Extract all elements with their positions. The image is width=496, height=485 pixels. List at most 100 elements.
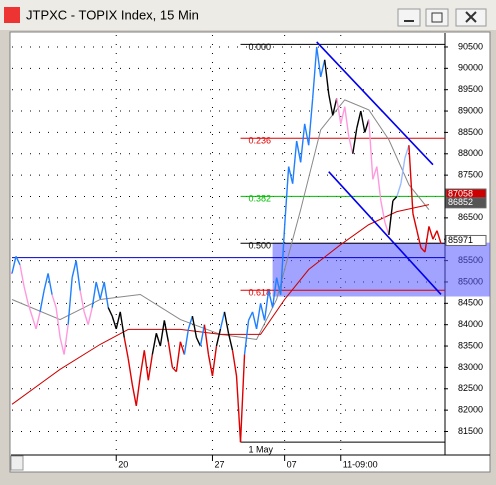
price-segment xyxy=(19,264,25,287)
price-segment xyxy=(91,281,97,308)
price-segment xyxy=(396,183,402,197)
price-segment xyxy=(79,290,85,312)
y-tick-label: 83000 xyxy=(458,362,483,372)
price-segment xyxy=(255,303,262,330)
price-segment xyxy=(303,123,310,146)
y-tick-label: 88000 xyxy=(458,148,483,158)
price-segment xyxy=(291,140,298,184)
price-segment xyxy=(171,366,177,373)
price-segment xyxy=(47,273,53,295)
price-segment xyxy=(143,350,150,381)
price-segment xyxy=(103,281,109,308)
minimize-button[interactable] xyxy=(397,8,421,27)
price-segment xyxy=(376,166,382,201)
price-segment xyxy=(404,145,410,159)
price-segment xyxy=(59,337,65,355)
price-segment xyxy=(31,315,37,330)
price-segment xyxy=(195,337,202,347)
price-segment xyxy=(348,136,354,154)
price-segment xyxy=(412,213,418,231)
plot: 8150082000825008300083500840008450085000… xyxy=(10,35,490,469)
price-segment xyxy=(39,290,45,312)
y-tick-label: 89500 xyxy=(458,84,483,94)
y-tick-label: 88500 xyxy=(458,127,483,137)
price-label: 85971 xyxy=(448,235,473,245)
scroll-handle[interactable] xyxy=(10,455,24,471)
price-segment xyxy=(324,59,330,95)
price-segment xyxy=(159,320,166,347)
price-segment xyxy=(279,226,286,295)
price-segment xyxy=(364,119,370,133)
price-segment xyxy=(191,316,198,338)
price-segment xyxy=(328,93,334,116)
price-segment xyxy=(424,226,430,253)
price-segment xyxy=(51,294,57,308)
price-segment xyxy=(35,311,41,330)
price-segment xyxy=(271,277,278,308)
y-tick-label: 82000 xyxy=(458,405,483,415)
x-tick-label: 07 xyxy=(287,459,297,469)
fib-label: 0.618 xyxy=(249,288,272,298)
price-segment xyxy=(400,157,406,184)
price-segment xyxy=(231,350,238,377)
price-segment xyxy=(71,260,77,278)
moving-average xyxy=(11,99,430,340)
price-segment xyxy=(283,166,290,227)
price-segment xyxy=(219,311,226,330)
price-segment xyxy=(311,46,318,99)
price-segment xyxy=(227,333,234,351)
x-tick-label: 20 xyxy=(118,459,128,469)
price-segment xyxy=(107,307,113,317)
price-segment xyxy=(135,375,141,406)
price-segment xyxy=(151,333,158,355)
price-segment xyxy=(432,230,438,240)
price-segment xyxy=(352,128,358,154)
price-segment xyxy=(420,247,426,253)
price-segment xyxy=(83,311,89,325)
price-label-box xyxy=(445,234,487,246)
price-segment xyxy=(380,200,386,223)
maximize-icon xyxy=(431,12,443,23)
price-segment xyxy=(436,230,442,244)
price-segment xyxy=(95,281,101,300)
price-segment xyxy=(11,256,17,274)
trend-line xyxy=(328,171,442,296)
price-segment xyxy=(372,166,378,180)
price-segment xyxy=(344,106,350,137)
price-segment xyxy=(43,273,49,291)
price-segment xyxy=(27,303,33,317)
price-segment xyxy=(127,358,133,385)
fib-label: 0.500 xyxy=(249,241,272,251)
price-segment xyxy=(267,290,274,308)
price-segment xyxy=(340,106,346,125)
price-label: 86852 xyxy=(448,197,473,207)
app-icon xyxy=(4,7,20,23)
price-segment xyxy=(139,350,145,377)
y-tick-label: 90000 xyxy=(458,63,483,73)
price-segment xyxy=(416,230,422,248)
maximize-button[interactable] xyxy=(425,8,449,27)
price-segment xyxy=(155,333,162,347)
price-segment xyxy=(223,311,230,334)
price-segment xyxy=(356,110,362,129)
price-segment xyxy=(67,277,73,325)
price-segment xyxy=(392,196,398,202)
highlight-band xyxy=(272,242,490,297)
price-segment xyxy=(211,345,218,377)
y-tick-label: 84000 xyxy=(458,319,483,329)
price-segment xyxy=(332,98,338,116)
price-segment xyxy=(167,341,174,368)
price-segment xyxy=(199,324,206,347)
price-segment xyxy=(119,311,125,338)
price-segment xyxy=(275,277,282,295)
trend-line xyxy=(316,41,434,166)
price-label-box xyxy=(445,197,487,209)
price-segment xyxy=(63,324,69,355)
price-segment xyxy=(384,221,390,236)
y-tick-label: 82500 xyxy=(458,383,483,393)
y-tick-label: 84500 xyxy=(458,298,483,308)
y-tick-label: 89000 xyxy=(458,105,483,115)
window-title: JTPXC - TOPIX Index, 15 Min xyxy=(26,7,199,22)
